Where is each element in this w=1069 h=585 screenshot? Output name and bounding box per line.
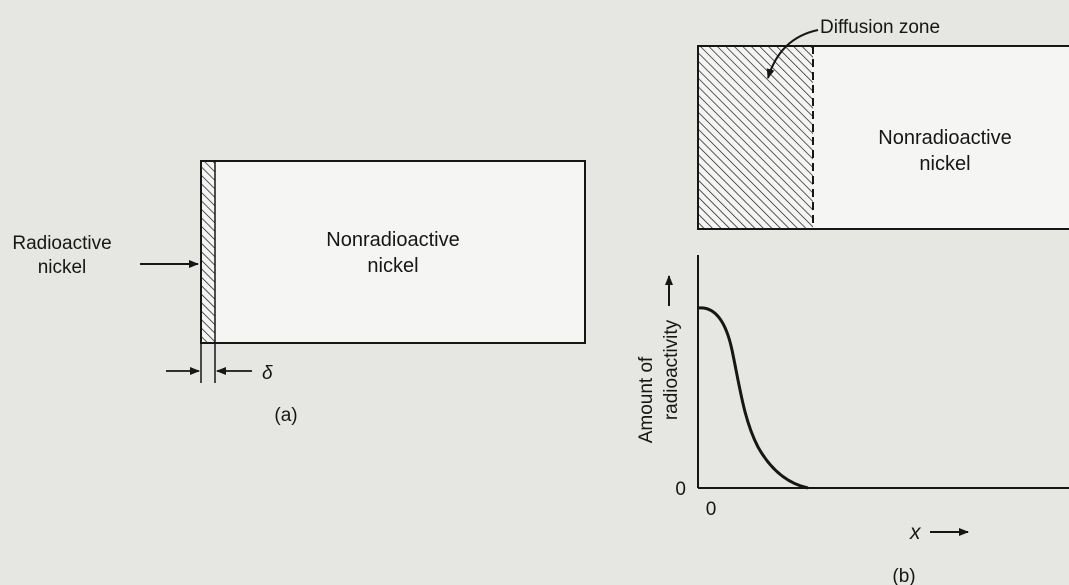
thickness-dimension xyxy=(166,343,252,383)
radioactivity-profile-curve xyxy=(697,306,809,490)
y-axis-label-line2: radioactivity xyxy=(661,319,682,420)
y-axis-label-line2-group: radioactivity xyxy=(661,319,682,420)
block-a-label-line2: nickel xyxy=(367,255,418,277)
panel-a: Radioactive nickel Nonradioactive nickel… xyxy=(12,160,586,426)
diffusion-zone-pointer xyxy=(766,29,819,79)
diffusion-zone xyxy=(698,46,813,229)
block-b-label-line2: nickel xyxy=(919,153,970,175)
diffusion-zone-label: Diffusion zone xyxy=(820,17,940,38)
caption-b: (b) xyxy=(892,566,915,585)
radioactive-label-line1: Radioactive xyxy=(12,233,111,254)
y-axis-label-line1-group: Amount of xyxy=(636,356,657,443)
block-b-label-line1: Nonradioactive xyxy=(878,127,1011,149)
y-origin-tick: 0 xyxy=(675,479,686,500)
profile-graph xyxy=(697,255,1069,490)
x-axis-label: x xyxy=(909,521,922,544)
thickness-symbol: δ xyxy=(262,363,273,384)
panel-b: Diffusion zone Nonradioactive nickel Amo… xyxy=(636,17,1069,585)
block-a-label-line1: Nonradioactive xyxy=(326,229,459,251)
nickel-block-a xyxy=(200,160,586,344)
radioactive-label-line2: nickel xyxy=(38,257,87,278)
y-axis-label-line1: Amount of xyxy=(636,356,657,443)
radioactive-layer xyxy=(200,160,216,344)
caption-a: (a) xyxy=(274,405,297,426)
x-origin-tick: 0 xyxy=(706,499,717,520)
